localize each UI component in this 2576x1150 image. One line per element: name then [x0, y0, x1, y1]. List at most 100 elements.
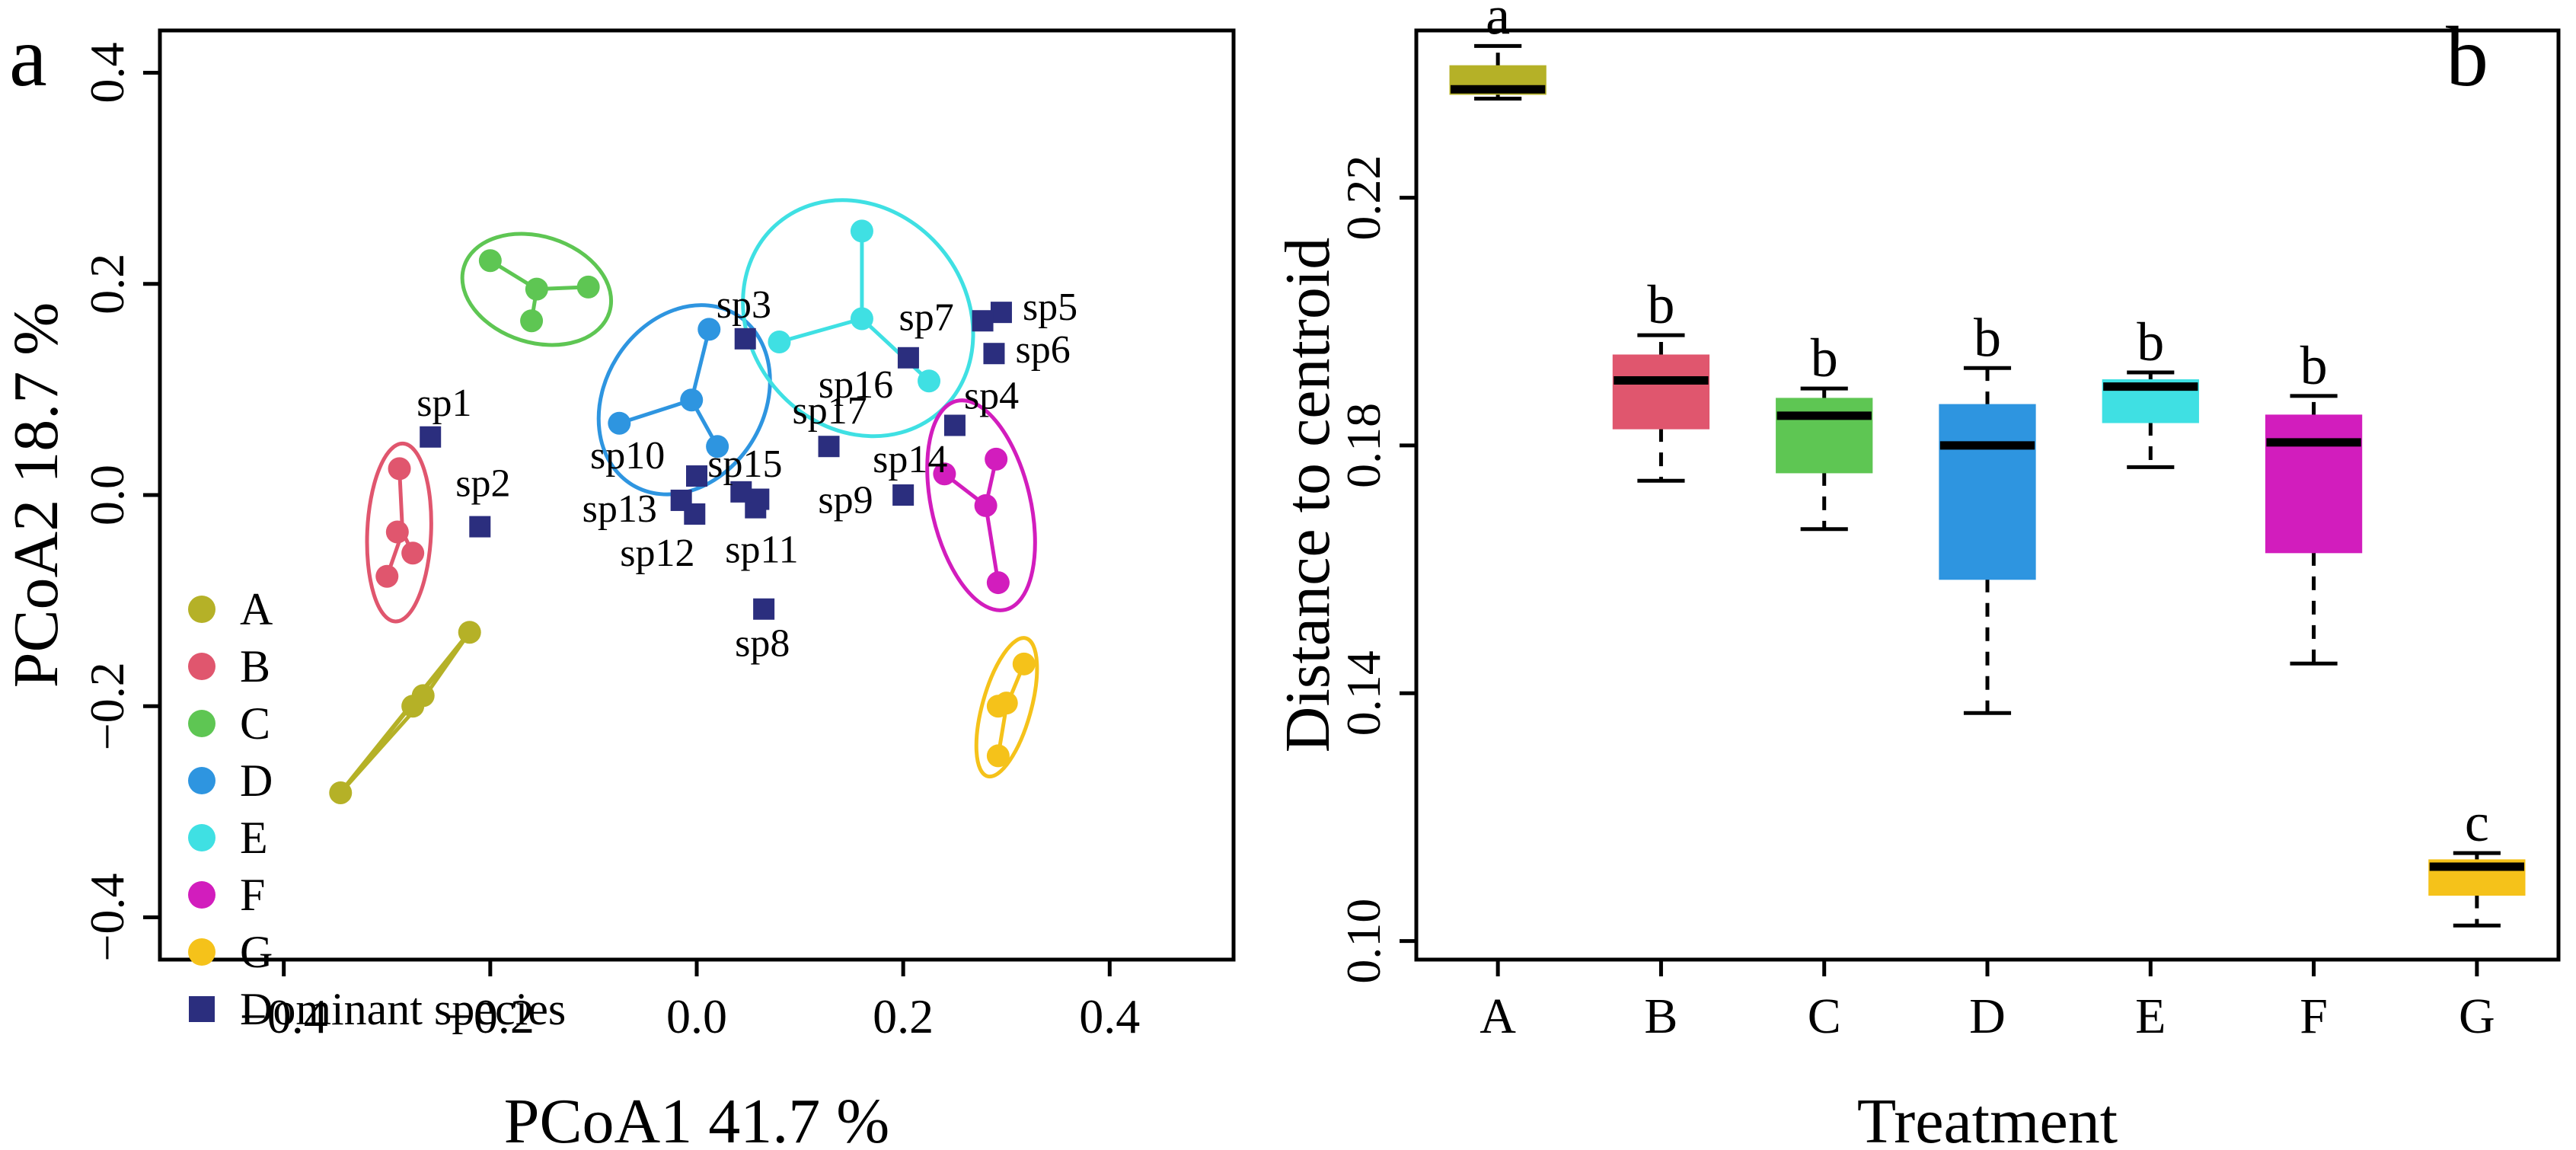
- species-label: sp9: [818, 479, 873, 522]
- panel-a-y-axis-label: PCoA2 18.7 %: [1, 302, 72, 688]
- point-F: [933, 462, 956, 486]
- x-tick-label: 0.4: [1079, 989, 1140, 1043]
- significance-letter-G: c: [2465, 792, 2489, 853]
- panel-a-letter: a: [9, 10, 47, 104]
- point-F: [985, 447, 1008, 471]
- point-C: [478, 249, 502, 273]
- spoke-E: [860, 317, 930, 383]
- legend-marker: [189, 996, 215, 1022]
- point-C: [576, 275, 600, 299]
- species-marker: [892, 484, 915, 506]
- significance-letter-C: b: [1811, 327, 1838, 388]
- legend-marker: [188, 596, 215, 623]
- x-tick-label: 0.0: [666, 989, 727, 1043]
- point-C: [520, 309, 544, 333]
- point-D: [680, 388, 704, 412]
- species-marker: [686, 465, 707, 487]
- x-tick-label: D: [1969, 989, 2006, 1044]
- box-plots: a b b b b b c: [1449, 0, 2526, 928]
- x-tick-label: F: [2300, 989, 2328, 1044]
- species-label: sp2: [455, 462, 510, 506]
- species-label: sp15: [707, 442, 782, 486]
- species-marker: [943, 414, 966, 436]
- species-label: sp13: [583, 487, 657, 531]
- species-marker: [730, 481, 752, 503]
- spoke-E: [778, 317, 863, 344]
- legend-label: Dominant species: [240, 984, 566, 1034]
- point-G: [986, 695, 1010, 718]
- species-label: sp7: [899, 295, 954, 339]
- point-D: [608, 411, 631, 435]
- x-tick-label: E: [2135, 989, 2166, 1044]
- legend-marker: [188, 881, 215, 909]
- species-marker: [670, 489, 692, 511]
- panel-b-y-axis-label: Distance to centroid: [1272, 238, 1343, 752]
- panel-b-plot: a b b b b b c A B C D E F G 0.10 0.14 0.18 0.22 Treatme…: [1272, 0, 2561, 1150]
- significance-letter-E: b: [2137, 311, 2164, 372]
- legend-marker: [188, 767, 215, 794]
- species-points: sp1sp2sp3sp4sp5sp6sp7sp8sp9sp10sp11sp12s…: [417, 283, 1077, 666]
- x-tick-label: −0.2: [446, 989, 535, 1043]
- species-marker: [753, 598, 775, 620]
- box-F: [2265, 414, 2363, 554]
- point-G: [1012, 652, 1036, 676]
- spoke-A: [339, 704, 420, 794]
- panel-a-x-ticks: −0.4 −0.2 0.0 0.2 0.4: [240, 960, 1140, 1043]
- point-A: [329, 781, 353, 804]
- significance-letter-B: b: [1647, 274, 1674, 335]
- point-F: [986, 571, 1010, 595]
- hull-D: [596, 303, 772, 497]
- hull-C: [460, 232, 614, 347]
- species-label: sp1: [417, 382, 471, 425]
- point-B: [375, 564, 399, 588]
- species-label: sp4: [964, 375, 1019, 418]
- species-marker: [983, 343, 1005, 365]
- x-tick-label: B: [1644, 989, 1677, 1044]
- y-tick-label: −0.4: [80, 873, 134, 961]
- panel-b-y-ticks: 0.10 0.14 0.18 0.22: [1336, 155, 1416, 984]
- legend-marker: [188, 653, 215, 680]
- species-label: sp6: [1015, 328, 1070, 372]
- species-label: sp8: [735, 622, 790, 666]
- legend-marker: [188, 710, 215, 737]
- y-tick-label: 0.10: [1336, 899, 1390, 984]
- species-marker: [897, 347, 919, 369]
- x-tick-label: C: [1808, 989, 1841, 1044]
- legend-label: C: [240, 698, 270, 749]
- hull-E: [741, 198, 975, 439]
- species-marker: [420, 426, 442, 448]
- panel-b-x-axis-label: Treatment: [1857, 1086, 2118, 1150]
- species-label: sp5: [1023, 286, 1077, 329]
- legend-label: A: [240, 584, 273, 634]
- spoke-D: [618, 398, 692, 426]
- species-label: sp11: [725, 529, 798, 572]
- panel-b-x-ticks: A B C D E F G: [1480, 960, 2495, 1044]
- species-marker: [734, 327, 756, 350]
- panel-a-x-axis-label: PCoA1 41.7 %: [504, 1086, 889, 1150]
- box-D: [1939, 404, 2036, 580]
- y-tick-label: 0.22: [1336, 155, 1390, 241]
- point-D: [697, 318, 721, 341]
- hull-B: [365, 441, 433, 624]
- species-marker: [990, 302, 1012, 324]
- y-tick-label: 0.2: [80, 254, 134, 315]
- legend-label: D: [240, 755, 273, 806]
- species-label: sp17: [793, 389, 867, 433]
- panel-a-plot: sp1sp2sp3sp4sp5sp6sp7sp8sp9sp10sp11sp12s…: [1, 28, 1236, 1150]
- panel-b-letter: b: [2446, 10, 2488, 104]
- legend-label: E: [240, 813, 268, 863]
- legend-label: G: [240, 927, 273, 977]
- legend-marker: [188, 938, 215, 966]
- x-tick-label: 0.2: [873, 989, 934, 1043]
- x-tick-label: A: [1480, 989, 1516, 1044]
- y-tick-label: −0.2: [80, 662, 134, 750]
- point-E: [850, 219, 873, 243]
- box-B: [1612, 354, 1710, 430]
- point-A: [401, 695, 425, 718]
- point-G: [986, 744, 1010, 768]
- panel-a-y-ticks: −0.4 −0.2 0.0 0.2 0.4: [80, 42, 160, 962]
- species-marker: [818, 436, 840, 458]
- species-marker: [972, 310, 994, 332]
- panel-a-frame: [158, 28, 1236, 962]
